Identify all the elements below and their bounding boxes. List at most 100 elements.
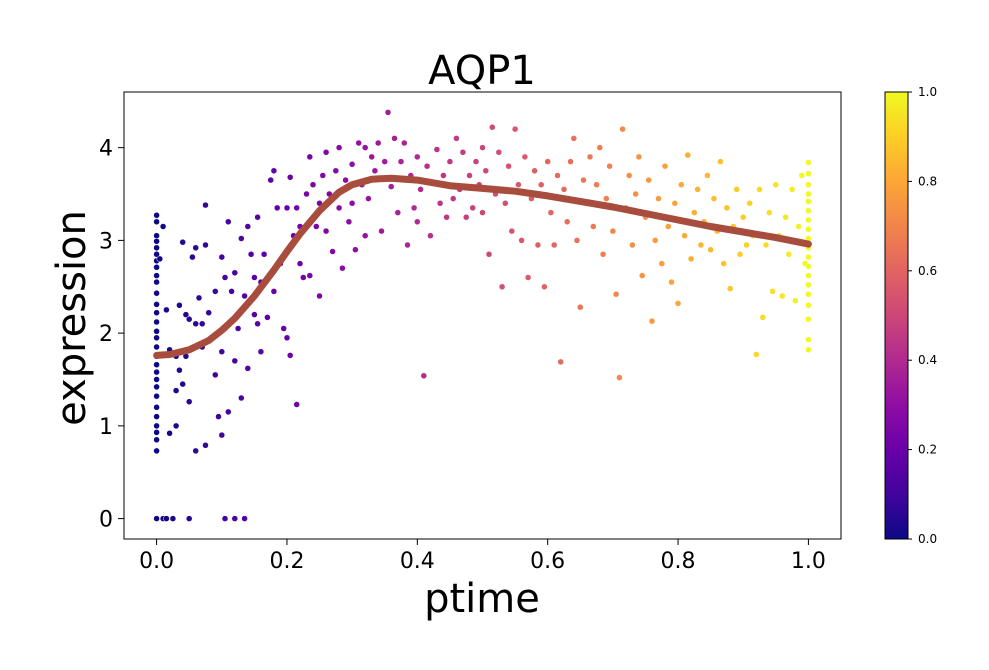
data-point xyxy=(153,429,160,436)
data-point xyxy=(166,430,173,437)
data-point xyxy=(785,251,793,258)
data-point xyxy=(753,351,760,358)
data-point xyxy=(238,394,245,402)
data-point xyxy=(153,413,160,420)
data-point xyxy=(306,153,314,161)
data-point xyxy=(153,343,160,351)
data-point xyxy=(153,251,160,258)
data-point xyxy=(557,358,564,366)
data-point xyxy=(257,348,265,355)
data-point xyxy=(153,383,160,391)
data-point xyxy=(352,246,359,253)
data-point xyxy=(707,246,714,253)
data-point xyxy=(704,172,711,179)
data-point xyxy=(153,422,160,430)
data-point xyxy=(788,186,796,193)
data-point xyxy=(766,209,773,216)
data-point xyxy=(485,251,493,258)
data-point xyxy=(172,387,180,394)
data-point xyxy=(717,158,724,165)
data-point xyxy=(590,223,597,230)
data-point xyxy=(394,209,402,216)
data-point xyxy=(665,223,672,230)
data-point xyxy=(231,515,239,522)
data-point xyxy=(674,300,682,307)
data-point xyxy=(212,371,219,379)
data-point xyxy=(153,212,160,219)
data-point xyxy=(462,213,470,221)
data-point xyxy=(202,442,209,449)
data-point xyxy=(397,158,405,165)
data-point xyxy=(391,135,398,142)
data-point xyxy=(231,357,239,365)
data-point xyxy=(215,413,222,420)
data-point xyxy=(348,161,356,168)
data-point xyxy=(805,272,812,279)
data-point xyxy=(537,181,545,188)
data-point xyxy=(505,162,512,170)
data-point xyxy=(153,318,160,326)
data-point xyxy=(179,380,186,388)
data-point xyxy=(798,172,806,179)
data-point xyxy=(153,244,160,252)
data-point xyxy=(521,153,529,161)
data-point xyxy=(805,253,812,261)
data-point xyxy=(687,255,695,263)
colorbar-tick-label: 0.6 xyxy=(918,264,937,278)
data-point xyxy=(153,289,160,297)
data-point xyxy=(169,515,177,522)
data-point xyxy=(361,232,369,239)
data-point xyxy=(355,139,362,147)
data-point xyxy=(723,204,731,212)
data-point xyxy=(629,241,636,249)
colorbar-tick-label: 0.4 xyxy=(918,353,937,367)
data-point xyxy=(616,374,623,381)
data-point xyxy=(524,274,532,281)
x-tick-label: 1.0 xyxy=(791,549,826,574)
data-point xyxy=(560,186,568,193)
data-point xyxy=(720,260,727,267)
data-point xyxy=(293,204,300,212)
data-point xyxy=(694,186,701,193)
data-point xyxy=(153,278,160,286)
data-point xyxy=(348,200,356,207)
data-point xyxy=(361,144,369,151)
points-layer xyxy=(153,109,812,522)
data-point xyxy=(420,372,428,380)
data-point xyxy=(286,174,294,181)
data-point xyxy=(163,515,170,522)
data-point xyxy=(651,237,659,244)
data-point xyxy=(805,336,812,343)
data-point xyxy=(805,346,812,354)
data-point xyxy=(534,241,542,249)
y-tick-label: 4 xyxy=(99,137,113,162)
data-point xyxy=(176,302,183,309)
data-point xyxy=(443,213,450,221)
data-point xyxy=(153,218,160,226)
data-point xyxy=(286,352,294,359)
data-point xyxy=(244,223,252,230)
data-point xyxy=(221,515,229,522)
data-point xyxy=(472,158,480,165)
data-point xyxy=(805,263,812,270)
y-tick-label: 3 xyxy=(99,229,113,254)
data-point xyxy=(769,288,776,295)
data-point xyxy=(316,292,323,300)
colorbar: 0.0 0.2 0.4 0.6 0.8 1.0 xyxy=(884,85,937,546)
data-point xyxy=(612,290,620,298)
data-point xyxy=(153,309,160,316)
data-point xyxy=(479,209,486,216)
plot-frame xyxy=(123,91,842,540)
data-point xyxy=(329,248,336,255)
data-point xyxy=(805,207,812,214)
data-point xyxy=(586,153,594,161)
data-point xyxy=(805,190,812,198)
data-point xyxy=(335,144,343,151)
data-point xyxy=(218,348,226,355)
data-point xyxy=(756,186,763,193)
data-point xyxy=(638,272,646,279)
data-point xyxy=(427,232,434,239)
data-point xyxy=(772,181,780,188)
data-point xyxy=(342,176,349,184)
